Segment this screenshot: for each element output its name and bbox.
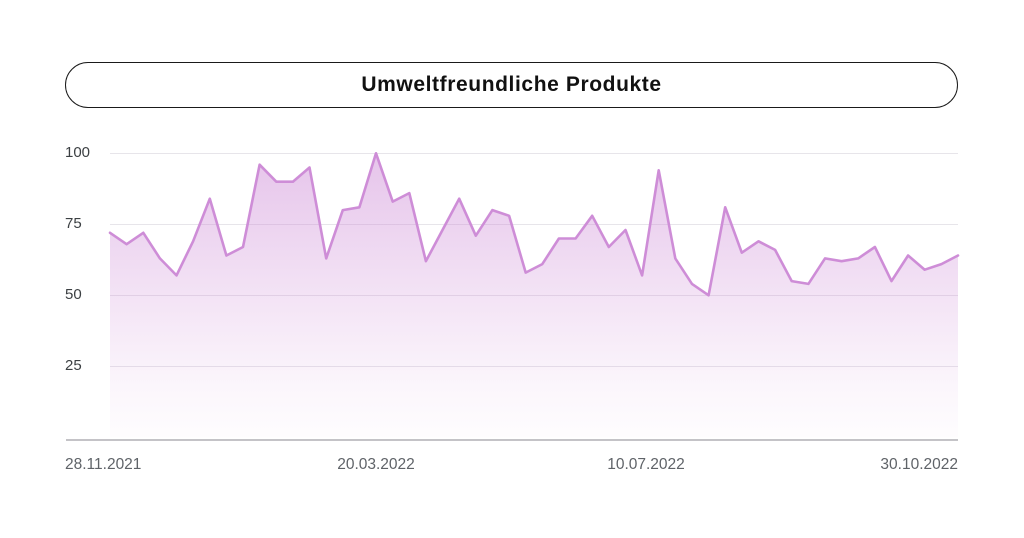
gridline-75	[110, 224, 958, 225]
y-axis-label-50: 50	[65, 286, 82, 303]
x-axis-label-20.03.2022: 20.03.2022	[337, 456, 415, 473]
x-axis-label-10.07.2022: 10.07.2022	[607, 456, 685, 473]
x-axis-label-30.10.2022: 30.10.2022	[880, 456, 958, 473]
gridline-100	[110, 153, 958, 154]
y-axis-label-75: 75	[65, 215, 82, 232]
chart-title: Umweltfreundliche Produkte	[361, 73, 662, 96]
chart-canvas[interactable]	[108, 145, 960, 440]
x-axis-label-28.11.2021: 28.11.2021	[65, 456, 142, 473]
area-fill	[110, 153, 958, 438]
trend-line	[108, 152, 960, 297]
chart-title-pill: Umweltfreundliche Produkte	[65, 62, 958, 108]
y-axis-label-25: 25	[65, 357, 82, 374]
y-axis-label-100: 100	[65, 144, 91, 161]
x-axis-line	[66, 439, 958, 441]
